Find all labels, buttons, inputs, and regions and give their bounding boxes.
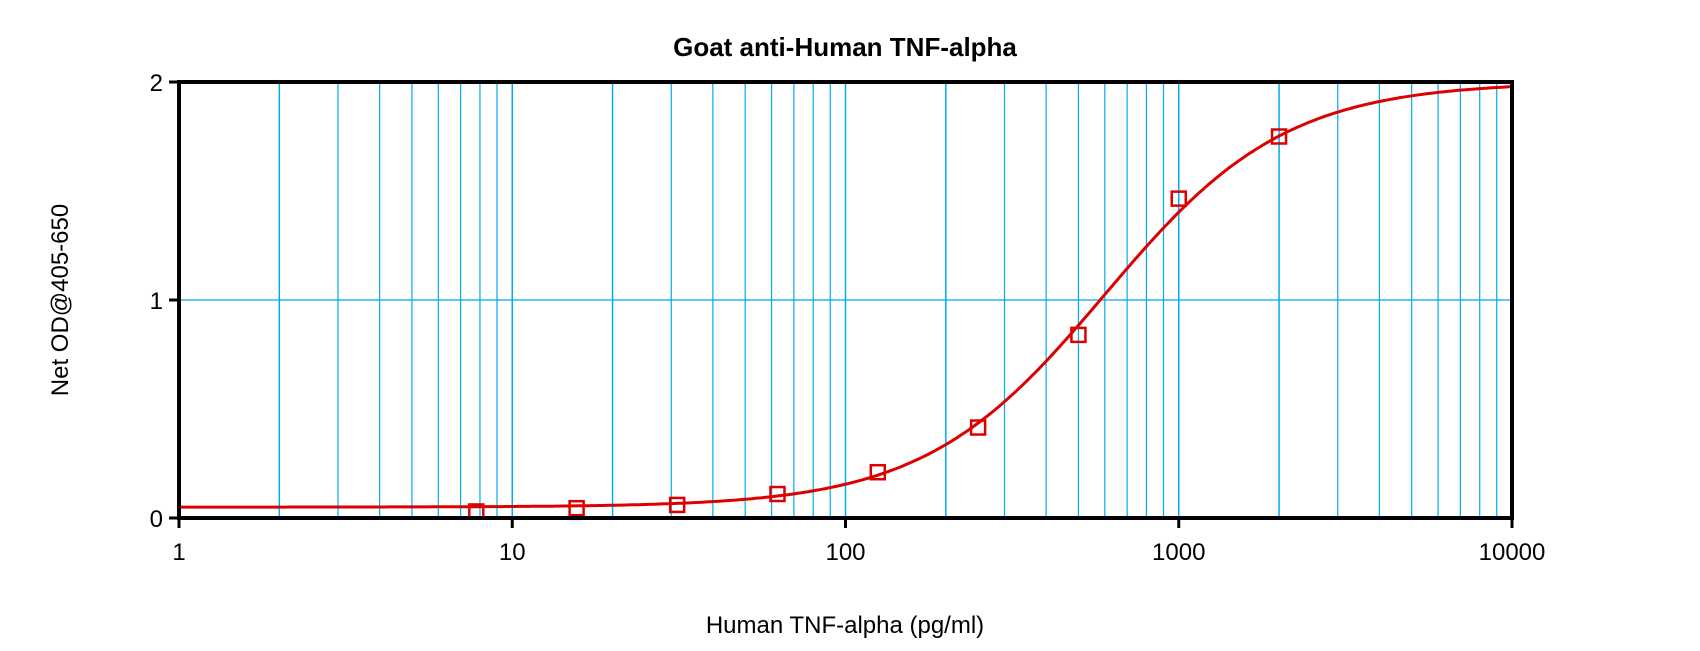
data-point bbox=[969, 419, 987, 436]
y-axis-label: Net OD@405-650 bbox=[47, 204, 74, 396]
data-point bbox=[668, 496, 686, 514]
data-point bbox=[1270, 128, 1288, 145]
x-tick-label: 100 bbox=[825, 539, 865, 566]
x-tick-label: 1 bbox=[172, 539, 185, 566]
x-tick-label: 1000 bbox=[1152, 539, 1205, 566]
fit-curve-group bbox=[179, 85, 1513, 509]
x-ticks: 1 10 100 1000 10000 bbox=[172, 518, 1545, 566]
data-point bbox=[1070, 326, 1087, 344]
fit-curve bbox=[179, 85, 1513, 509]
y-ticks: 0 1 2 bbox=[150, 70, 179, 533]
y-tick-label: 1 bbox=[150, 288, 163, 315]
x-axis-label: Human TNF-alpha (pg/ml) bbox=[706, 612, 984, 639]
chart-title: Goat anti-Human TNF-alpha bbox=[673, 32, 1017, 62]
data-point bbox=[869, 463, 887, 481]
data-point bbox=[568, 499, 585, 517]
data-points bbox=[468, 128, 1288, 520]
y-tick-label: 0 bbox=[150, 506, 163, 533]
data-point bbox=[769, 485, 786, 503]
x-tick-label: 10000 bbox=[1479, 539, 1546, 566]
grid bbox=[179, 82, 1512, 518]
y-tick-label: 2 bbox=[150, 70, 163, 97]
data-point bbox=[1170, 190, 1187, 207]
x-tick-label: 10 bbox=[499, 539, 526, 566]
